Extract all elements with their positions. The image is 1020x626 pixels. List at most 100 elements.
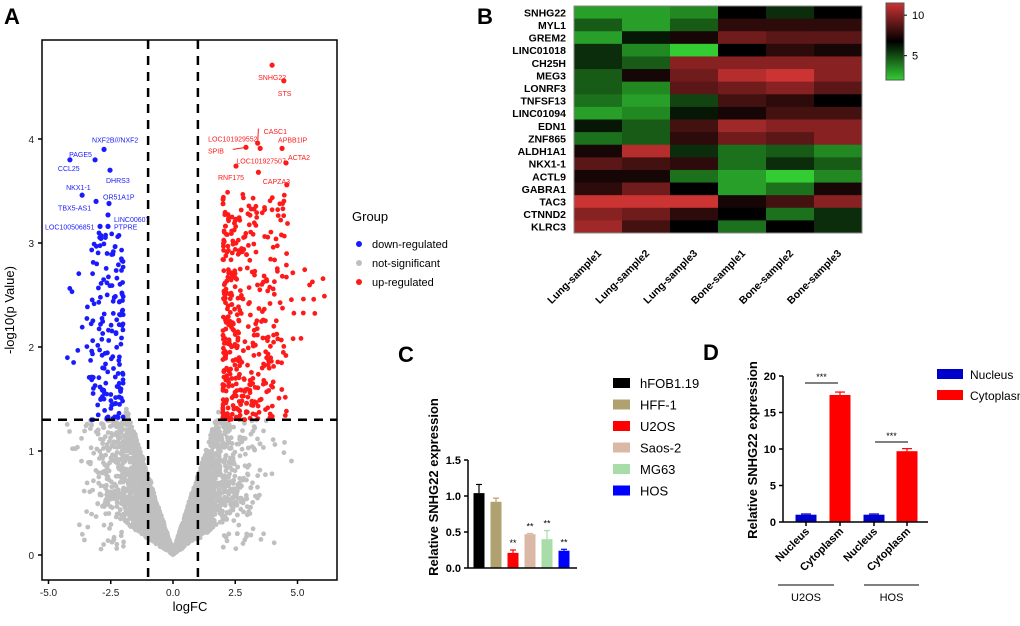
volcano-point [290, 336, 296, 342]
volcano-point [119, 472, 125, 478]
volcano-point [139, 528, 145, 533]
gene-label: APBB1IP [278, 137, 308, 144]
volcano-point [245, 345, 251, 351]
heatmap-cell [718, 182, 767, 196]
volcano-point [255, 436, 260, 442]
volcano-point [117, 299, 123, 304]
volcano-point [271, 332, 276, 338]
volcano-point [261, 306, 267, 312]
heatmap-cell [766, 132, 815, 146]
volcano-point [259, 319, 264, 324]
volcano-point [119, 501, 124, 506]
volcano-point [161, 528, 166, 534]
volcano-point [67, 286, 73, 291]
volcano-point [117, 491, 123, 496]
volcano-point [103, 511, 109, 517]
heatmap-cell [622, 132, 671, 146]
volcano-point [96, 375, 102, 381]
x-axis-label: logFC [173, 599, 208, 614]
volcano-point [222, 502, 228, 508]
volcano-point [269, 207, 275, 213]
volcano-point [228, 257, 234, 263]
volcano-point [248, 532, 254, 538]
heatmap-cell [718, 106, 767, 120]
heatmap-cell [574, 106, 623, 120]
heatmap-cell [718, 81, 767, 95]
volcano-point [177, 530, 182, 536]
volcano-point [226, 338, 232, 344]
volcano-point [245, 324, 251, 329]
volcano-point [121, 539, 126, 545]
volcano-point-labeled [281, 78, 287, 84]
volcano-point [225, 243, 231, 249]
heatmap-cell [574, 195, 623, 209]
volcano-point [82, 537, 87, 543]
heatmap-cell [814, 132, 863, 146]
volcano-point [235, 237, 241, 243]
heatmap-cell [814, 195, 863, 209]
heatmap-cell [622, 94, 671, 108]
volcano-point [130, 499, 136, 505]
volcano-point [119, 247, 124, 253]
volcano-point [226, 383, 232, 389]
volcano-point [232, 468, 238, 474]
volcano-point [113, 459, 119, 465]
x-tick-label: 5.0 [291, 588, 305, 599]
volcano-point [284, 262, 289, 268]
volcano-point [104, 472, 109, 478]
volcano-point [119, 495, 125, 501]
volcano-point [114, 414, 120, 419]
volcano-point [108, 392, 114, 397]
volcano-point [269, 403, 275, 409]
volcano-point [267, 198, 273, 204]
volcano-point [119, 256, 124, 262]
volcano-point [251, 332, 257, 338]
volcano-point [236, 215, 242, 221]
volcano-point [242, 537, 248, 543]
heatmap-cell [622, 144, 671, 158]
volcano-point [108, 494, 114, 500]
volcano-point [89, 422, 94, 428]
heatmap-cell [766, 43, 815, 57]
y-tick-label: 2 [28, 343, 34, 354]
volcano-point [114, 511, 120, 517]
volcano-point [264, 278, 270, 284]
volcano-point [67, 429, 72, 434]
heatmap-cell [814, 56, 863, 70]
volcano-point [85, 304, 90, 310]
volcano-point [241, 509, 247, 515]
volcano-point [229, 486, 235, 492]
volcano-point [262, 234, 268, 239]
volcano-point [79, 531, 85, 537]
volcano-point [108, 356, 114, 362]
volcano-point [256, 409, 262, 415]
gene-label: PTPRE [114, 224, 138, 231]
volcano-point [175, 542, 181, 548]
volcano-point [290, 270, 296, 276]
volcano-point [104, 280, 110, 286]
volcano-point [251, 353, 257, 358]
volcano-point [261, 531, 266, 537]
volcano-point [120, 421, 125, 426]
volcano-point [225, 306, 230, 312]
heatmap-cell [718, 18, 767, 32]
volcano-point [118, 516, 123, 522]
volcano-point [158, 513, 164, 519]
volcano-point [250, 411, 256, 417]
volcano-point [237, 307, 243, 313]
volcano-point [267, 301, 273, 306]
volcano-point [96, 285, 101, 291]
volcano-point [284, 274, 289, 280]
volcano-point [204, 451, 210, 457]
volcano-point [110, 249, 116, 255]
volcano-point [98, 396, 104, 402]
volcano-point [250, 195, 256, 201]
volcano-point [64, 422, 70, 427]
volcano-point [91, 386, 96, 391]
volcano-point [220, 544, 226, 550]
volcano-point [280, 206, 286, 212]
volcano-point [259, 210, 265, 216]
heatmap-cell [670, 119, 719, 133]
volcano-point [248, 229, 254, 235]
volcano-point [235, 512, 240, 518]
